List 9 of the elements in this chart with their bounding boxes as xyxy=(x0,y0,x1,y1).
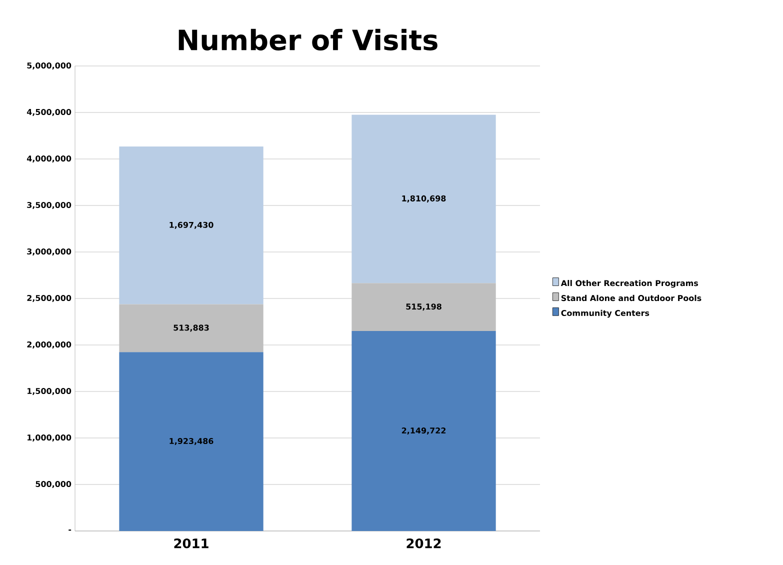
x-tick-label: 2011 xyxy=(174,538,208,548)
bar xyxy=(119,146,264,304)
bar xyxy=(352,331,496,531)
bar xyxy=(119,352,264,531)
bar xyxy=(352,114,496,284)
chart-title: Number of Visits xyxy=(178,28,438,50)
bar xyxy=(352,283,496,332)
x-tick-label: 2012 xyxy=(406,538,441,548)
bar xyxy=(119,304,264,352)
